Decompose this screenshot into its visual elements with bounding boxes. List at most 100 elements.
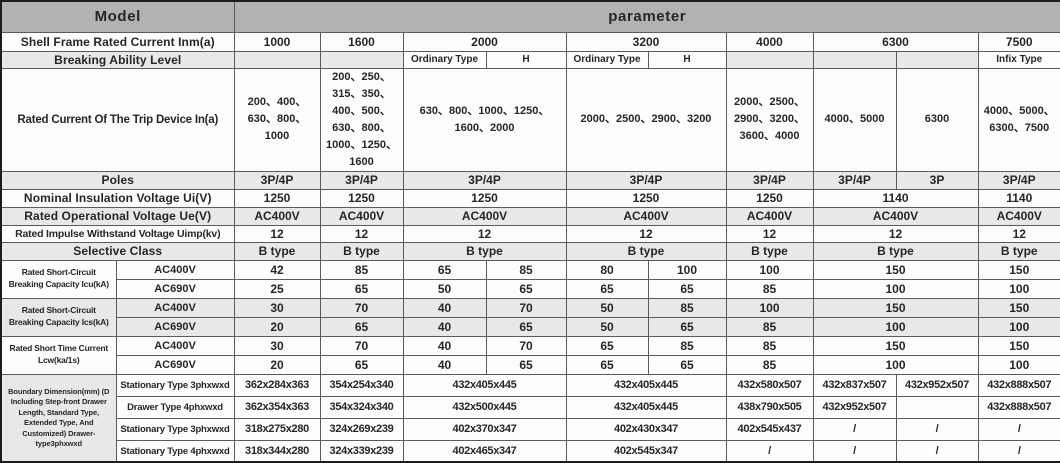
value-cell: AC400V xyxy=(812,206,979,226)
value-cell: AC400V xyxy=(977,206,1060,226)
value-cell: 65 xyxy=(565,354,649,375)
value-cell: 432x837x507 xyxy=(812,373,897,397)
value-cell: 150 xyxy=(812,297,979,318)
value-cell: 1250 xyxy=(565,188,727,208)
value-cell: Ordinary Type xyxy=(565,50,649,69)
value-cell: H xyxy=(647,50,727,69)
value-cell: 1250 xyxy=(319,188,404,208)
value-cell: Drawer Type 4phxwxd xyxy=(115,395,235,419)
value-cell: 6300 xyxy=(895,67,979,172)
value-cell: AC400V xyxy=(115,335,235,356)
value-cell: 85 xyxy=(725,278,814,299)
value-cell: / xyxy=(895,439,979,463)
value-cell: 85 xyxy=(725,354,814,375)
row-label: Rated Short-Circuit Breaking Capacity Ic… xyxy=(0,297,117,337)
value-cell: 318x344x280 xyxy=(233,439,321,463)
value-cell xyxy=(725,50,814,69)
value-cell: 432x405x445 xyxy=(565,373,727,397)
value-cell: 318x275x280 xyxy=(233,417,321,441)
value-cell: 3P/4P xyxy=(319,170,404,190)
value-cell: 85 xyxy=(319,259,404,280)
value-cell: 1250 xyxy=(725,188,814,208)
value-cell: 100 xyxy=(812,278,979,299)
value-cell: 3P/4P xyxy=(233,170,321,190)
value-cell: 324x339x239 xyxy=(319,439,404,463)
value-cell: B type xyxy=(725,241,814,261)
value-cell: 85 xyxy=(725,316,814,337)
value-cell: 432x952x507 xyxy=(812,395,897,419)
value-cell: 1140 xyxy=(977,188,1060,208)
value-cell: 3200 xyxy=(565,31,727,52)
value-cell: 150 xyxy=(977,297,1060,318)
value-cell: 65 xyxy=(319,278,404,299)
value-cell: 40 xyxy=(402,335,487,356)
row-label: Selective Class xyxy=(0,241,235,261)
value-cell: AC400V xyxy=(402,206,567,226)
value-cell: 85 xyxy=(725,335,814,356)
value-cell: / xyxy=(977,417,1060,441)
value-cell: 70 xyxy=(485,297,567,318)
value-cell: 65 xyxy=(319,354,404,375)
row-label: Boundary Dimension(mm) (D Including Step… xyxy=(0,373,117,463)
value-cell: 40 xyxy=(402,316,487,337)
value-cell: Stationary Type 4phxwxd xyxy=(115,439,235,463)
value-cell: 2000 xyxy=(402,31,567,52)
row-insulation-voltage: Nominal Insulation Voltage Ui(V) 1250 1250… xyxy=(0,188,1060,208)
value-cell: 150 xyxy=(812,259,979,280)
value-cell: 12 xyxy=(402,224,567,243)
value-cell: 1250 xyxy=(233,188,321,208)
value-cell: 362x354x363 xyxy=(233,395,321,419)
value-cell: 402x465x347 xyxy=(402,439,567,463)
value-cell: 1000 xyxy=(233,31,321,52)
value-cell: / xyxy=(812,439,897,463)
value-cell: 40 xyxy=(402,354,487,375)
row-dimension-stationary-3p: Boundary Dimension(mm) (D Including Step… xyxy=(0,373,1060,463)
row-ics-ac690v: AC690V 20 65 40 65 50 65 85 100 100 xyxy=(1,316,1060,337)
value-cell: AC400V xyxy=(565,206,727,226)
value-cell: 324x269x239 xyxy=(319,417,404,441)
row-label: Rated Short Time Current Lcw(ka/1s) xyxy=(0,335,117,375)
row-header: Model parameter xyxy=(0,0,1060,33)
value-cell: 100 xyxy=(977,316,1060,337)
row-label: Rated Short-Circuit Breaking Capacity Ic… xyxy=(0,259,117,299)
value-cell: 2000、2500、2900、3200 xyxy=(565,67,727,172)
value-cell: 432x580x507 xyxy=(725,373,814,397)
value-cell: 432x888x507 xyxy=(977,395,1060,419)
row-selective-class: Selective Class B type B type B type B type B… xyxy=(0,241,1060,261)
value-cell: 12 xyxy=(812,224,979,243)
value-cell: 50 xyxy=(402,278,487,299)
value-cell: 85 xyxy=(647,297,727,318)
value-cell: 70 xyxy=(485,335,567,356)
value-cell: 354x254x340 xyxy=(319,373,404,397)
value-cell: 25 xyxy=(233,278,321,299)
value-cell: 1140 xyxy=(812,188,979,208)
value-cell: AC400V xyxy=(115,259,235,280)
value-cell: / xyxy=(725,439,814,463)
row-dimension-stationary-4p: Stationary Type 4phxwxd 318x344x280 324x33… xyxy=(1,439,1060,463)
value-cell: 150 xyxy=(812,335,979,356)
value-cell: 40 xyxy=(402,297,487,318)
value-cell: 70 xyxy=(319,335,404,356)
value-cell xyxy=(895,395,979,419)
value-cell: Ordinary Type xyxy=(402,50,487,69)
value-cell: 4000 xyxy=(725,31,814,52)
value-cell: 42 xyxy=(233,259,321,280)
value-cell: 3P xyxy=(895,170,979,190)
value-cell: 50 xyxy=(565,316,649,337)
value-cell: 3P/4P xyxy=(565,170,727,190)
value-cell: B type xyxy=(233,241,321,261)
row-label: Rated Impulse Withstand Voltage Uimp(kv) xyxy=(0,224,235,243)
value-cell: 6300 xyxy=(812,31,979,52)
value-cell: 80 xyxy=(565,259,649,280)
value-cell: Stationary Type 3phxwxd xyxy=(115,417,235,441)
value-cell: 12 xyxy=(319,224,404,243)
value-cell: 3P/4P xyxy=(812,170,897,190)
value-cell: 432x952x507 xyxy=(895,373,979,397)
value-cell: AC690V xyxy=(115,278,235,299)
value-cell: 402x545x437 xyxy=(725,417,814,441)
value-cell: 50 xyxy=(565,297,649,318)
row-lcw-ac690v: AC690V 20 65 40 65 65 65 85 100 100 xyxy=(1,354,1060,375)
row-label: Nominal Insulation Voltage Ui(V) xyxy=(0,188,235,208)
value-cell: Stationary Type 3phxwxd xyxy=(115,373,235,397)
